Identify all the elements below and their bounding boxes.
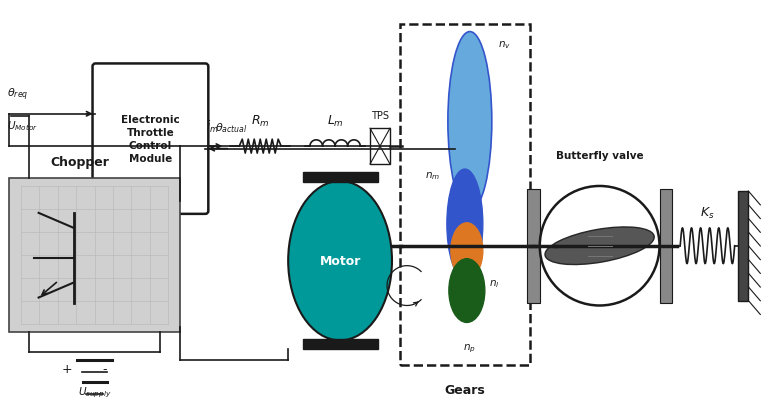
Text: Gears: Gears (445, 383, 485, 396)
Text: $\theta_{req}$: $\theta_{req}$ (7, 86, 28, 102)
Ellipse shape (288, 182, 392, 340)
Text: $n_l$: $n_l$ (488, 278, 499, 290)
Text: $\theta_{actual}$: $\theta_{actual}$ (215, 122, 248, 135)
Bar (660, 190, 673, 303)
Ellipse shape (545, 227, 654, 265)
Ellipse shape (451, 223, 483, 279)
Text: $n_v$: $n_v$ (498, 39, 511, 51)
Bar (8, 178, 180, 332)
Text: $n_p$: $n_p$ (463, 342, 476, 354)
Text: Butterfly valve: Butterfly valve (556, 151, 644, 161)
Text: Electronic
Throttle
Control
Module: Electronic Throttle Control Module (121, 115, 180, 164)
Text: $L_m$: $L_m$ (326, 114, 343, 129)
Bar (527, 190, 540, 303)
Bar (370, 129, 390, 165)
Text: +: + (61, 363, 72, 375)
Text: $U_{Motor}$: $U_{Motor}$ (7, 119, 38, 133)
Text: $R_m$: $R_m$ (251, 114, 270, 129)
Text: $n_m$: $n_m$ (425, 170, 440, 181)
Text: -: - (102, 363, 107, 375)
Text: Motor: Motor (319, 255, 361, 267)
Text: $i_m$: $i_m$ (206, 119, 219, 135)
Text: TPS: TPS (371, 111, 389, 121)
Bar (303, 172, 378, 182)
Ellipse shape (447, 170, 483, 279)
FancyBboxPatch shape (92, 64, 208, 214)
Bar (738, 191, 748, 301)
Text: $K_s$: $K_s$ (700, 205, 715, 221)
Ellipse shape (448, 32, 492, 211)
Ellipse shape (449, 259, 485, 323)
Bar (400, 24, 530, 365)
Text: $U_{supply}$: $U_{supply}$ (78, 385, 111, 399)
Text: Chopper: Chopper (50, 156, 109, 168)
Bar (303, 340, 378, 349)
